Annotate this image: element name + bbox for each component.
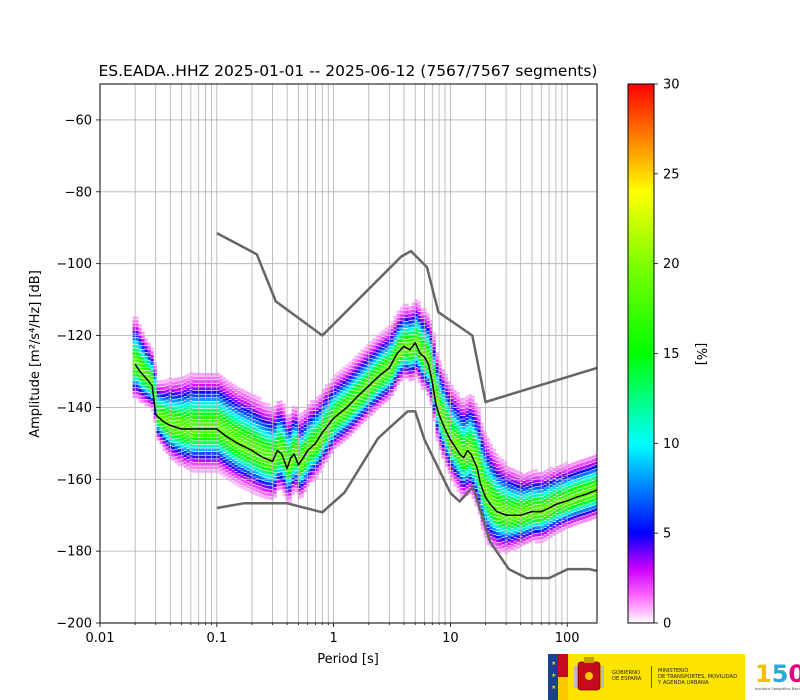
x-tick-label: 0.1 — [206, 631, 227, 646]
y-tick-label: −140 — [56, 401, 92, 416]
svg-text:★: ★ — [551, 684, 556, 691]
y-axis-label: Amplitude [m²/s⁴/Hz] [dB] — [28, 270, 43, 438]
x-axis-ticks: 0.01 0.1 1 10 100 — [86, 623, 580, 646]
curves — [134, 231, 597, 580]
colorbar-tick-label: 5 — [663, 527, 671, 542]
plot-frame — [99, 83, 598, 624]
chart-title: ES.EADA..HHZ 2025-01-01 -- 2025-06-12 (7… — [99, 62, 598, 80]
ign-150-number: 150 — [755, 660, 800, 688]
mode-curve — [134, 341, 597, 516]
nhnm-curve — [216, 231, 597, 404]
colorbar-tick-label: 0 — [663, 617, 671, 632]
svg-text:★: ★ — [551, 660, 556, 667]
svg-text:★: ★ — [551, 672, 556, 679]
gobierno-text: GOBIERNO DE ESPAÑA — [612, 670, 642, 682]
x-tick-label: 10 — [442, 631, 459, 646]
ign-150-logo: 150 Instituto Geográfico Nacional — [755, 660, 800, 691]
x-tick-label: 0.01 — [86, 631, 115, 646]
y-tick-label: −80 — [65, 185, 92, 200]
colorbar-tick-label: 25 — [663, 167, 680, 182]
y-tick-label: −60 — [65, 113, 92, 128]
footer-logos: ★ ★ ★ GOBIERNO DE ESPAÑA MINISTERIO DE TRA… — [548, 654, 800, 700]
x-tick-label: 1 — [329, 631, 337, 646]
y-tick-label: −200 — [56, 617, 92, 632]
y-tick-label: −180 — [56, 545, 92, 560]
x-tick-label: 100 — [555, 631, 580, 646]
colorbar-ticks: 0 5 10 15 20 25 30 — [654, 78, 680, 632]
y-tick-label: −160 — [56, 473, 92, 488]
psd-density-layer — [132, 299, 597, 555]
colorbar-tick-label: 10 — [663, 437, 680, 452]
y-axis-ticks: −200 −180 −160 −140 −120 −100 −80 −60 — [56, 113, 100, 632]
gobierno-de-espana-logo: ★ ★ ★ GOBIERNO DE ESPAÑA MINISTERIO DE TRA… — [548, 654, 745, 700]
colorbar-tick-label: 30 — [663, 78, 680, 93]
colorbar — [627, 83, 655, 624]
colorbar-tick-label: 20 — [663, 257, 680, 272]
nlnm-curve — [216, 410, 597, 580]
y-tick-label: −100 — [56, 257, 92, 272]
grid — [99, 84, 597, 624]
colorbar-label: [%] — [693, 343, 708, 366]
y-tick-label: −120 — [56, 329, 92, 344]
colorbar-tick-label: 15 — [663, 347, 680, 362]
x-axis-label: Period [s] — [317, 652, 379, 667]
ministerio-text: MINISTERIO DE TRANSPORTES, MOVILIDAD Y AGE… — [657, 668, 737, 686]
ign-caption: Instituto Geográfico Nacional — [755, 687, 800, 691]
coat-of-arms-icon — [574, 657, 604, 691]
